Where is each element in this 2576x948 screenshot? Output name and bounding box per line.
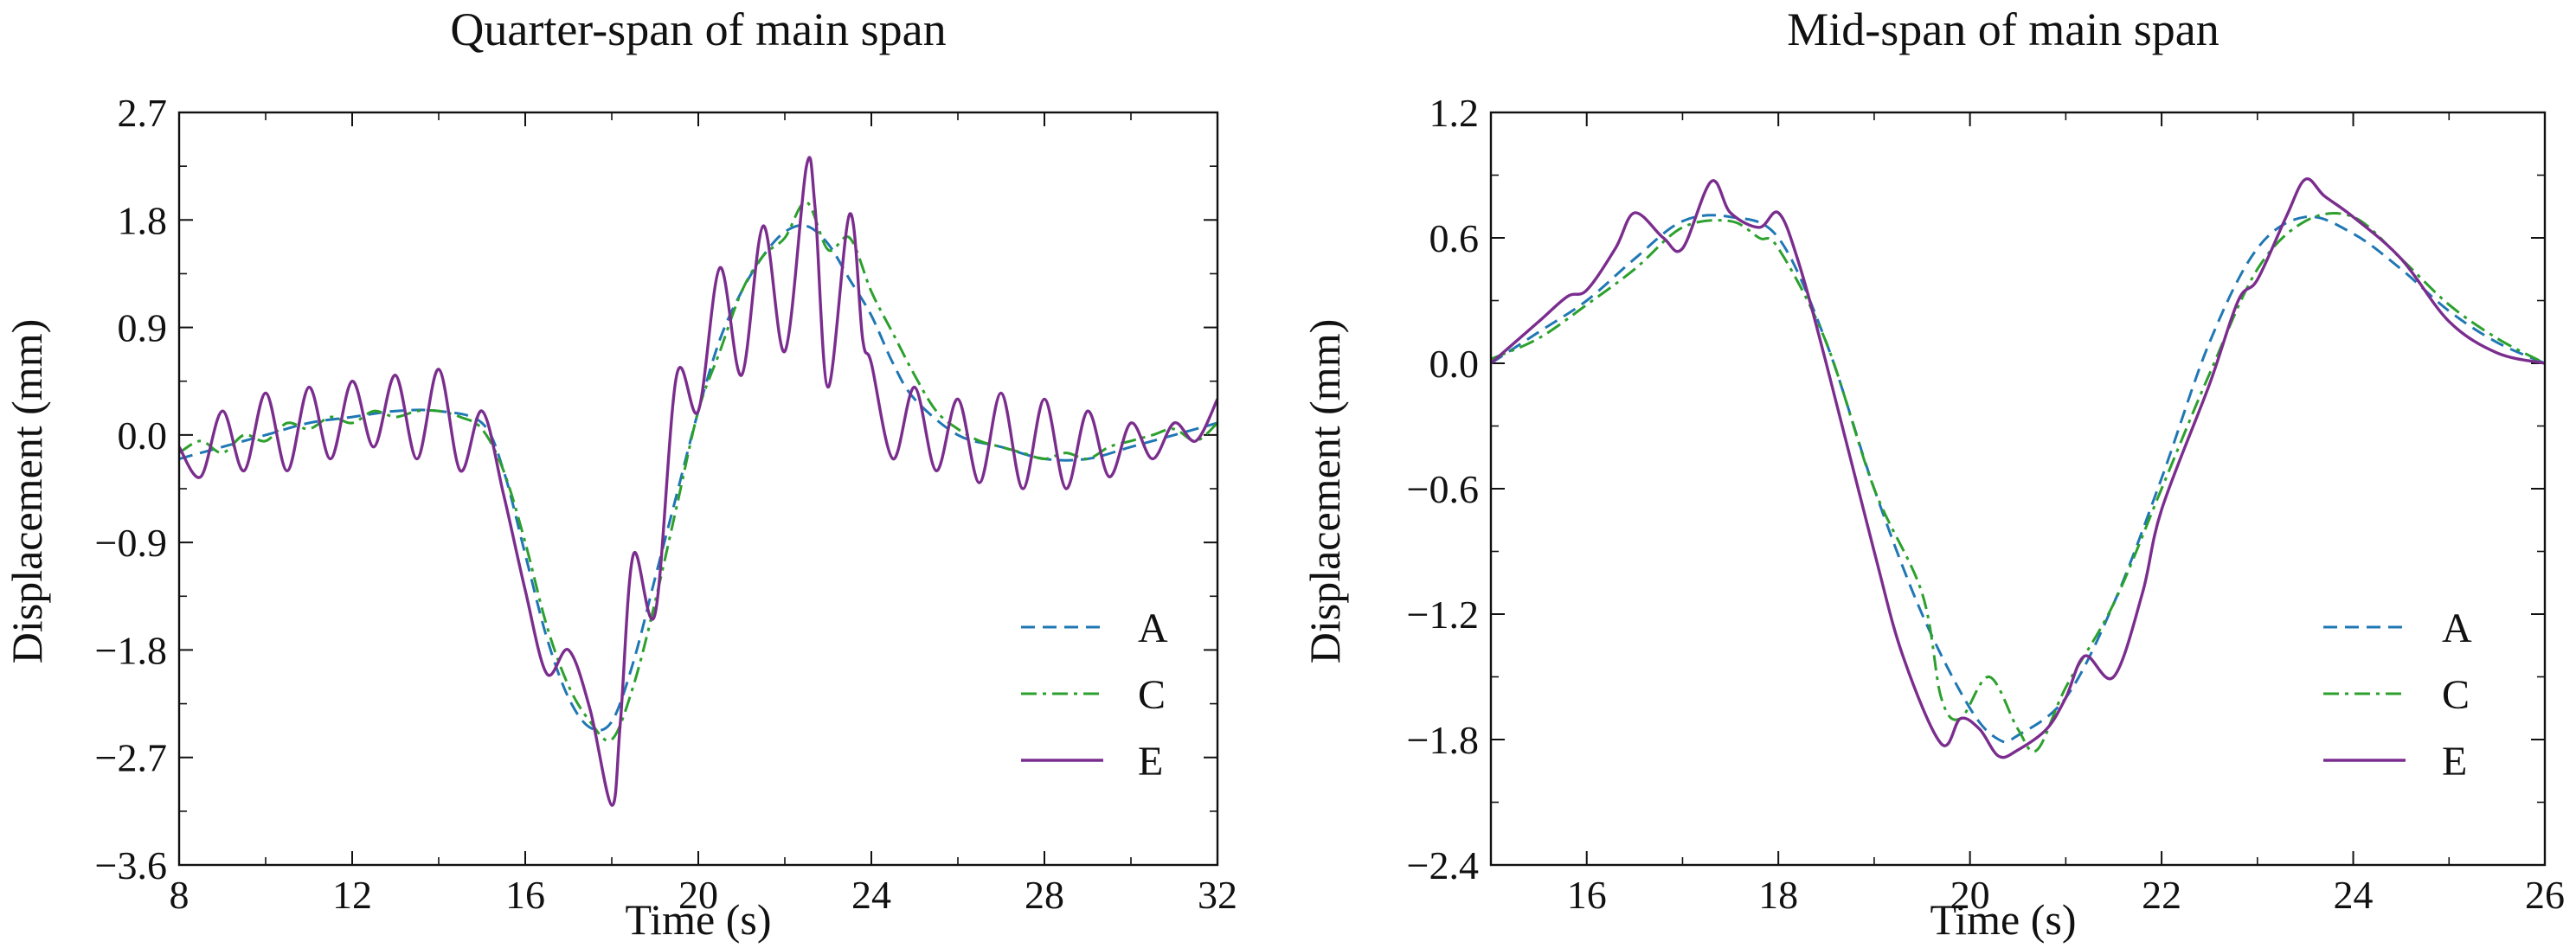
x-tick-label: 12 [332,873,372,917]
series-line-a [1491,214,2545,744]
x-tick-label: 16 [505,873,545,917]
x-axis-label: Time (s) [625,895,771,944]
legend-label-c: C [2442,672,2470,718]
y-tick-label: −3.6 [95,843,167,887]
x-tick-label: 18 [1758,873,1798,917]
x-tick-label: 22 [2142,873,2181,917]
y-axis-label: Displacement (mm) [3,319,51,664]
y-tick-label: 0.0 [118,413,168,458]
chart-title: Mid-span of main span [1787,3,2219,55]
y-tick-label: −0.9 [95,521,167,565]
x-axis-ticks: 16 18 20 22 24 26 [1490,112,2565,917]
y-tick-label: 0.0 [1429,342,1480,386]
plot-frame [177,111,1219,867]
y-tick-label: 0.9 [118,306,168,350]
y-axis-ticks: −2.4 −1.8 −1.2 −0.6 0.0 0.6 1.2 [1407,91,2545,887]
series-lines [1491,177,2545,759]
y-tick-label: −2.7 [95,736,167,780]
series-lines [179,156,1217,807]
x-tick-label: 24 [2334,873,2374,917]
legend-entry-e: E [1021,739,1163,785]
y-axis-ticks: −3.6 −2.7 −1.8 −0.9 0.0 0.9 1.8 2.7 [95,91,1217,887]
legend-label-c: C [1138,672,1166,718]
y-tick-label: −2.4 [1407,843,1479,887]
y-tick-label: −1.8 [1407,718,1479,762]
legend-entry-a: A [2323,605,2472,651]
legend-entry-c: C [1021,672,1166,718]
legend-label-a: A [1138,605,1168,651]
x-tick-label: 24 [851,873,891,917]
quarter-span-chart: Quarter-span of main span Time (s) Displ… [3,3,1237,944]
y-tick-label: −1.2 [1407,592,1479,637]
chart-title: Quarter-span of main span [450,3,946,55]
x-tick-label: 16 [1567,873,1607,917]
legend: A C E [2323,605,2472,785]
legend: A C E [1021,605,1168,785]
y-tick-label: 1.2 [1429,91,1480,135]
y-tick-label: 0.6 [1429,216,1480,260]
x-tick-label: 26 [2525,873,2565,917]
legend-entry-e: E [2323,739,2467,785]
legend-label-e: E [2442,739,2467,785]
y-axis-label: Displacement (mm) [1301,319,1349,664]
mid-span-chart: Mid-span of main span Time (s) Displacem… [1301,3,2565,944]
x-tick-label: 20 [1950,873,1990,917]
legend-entry-c: C [2323,672,2470,718]
x-tick-label: 32 [1198,873,1237,917]
series-line-c [179,201,1217,743]
legend-entry-a: A [1021,605,1168,651]
x-tick-label: 8 [170,873,190,917]
x-axis-ticks: 8 12 16 20 24 28 32 [170,112,1237,917]
y-tick-label: −1.8 [95,628,167,672]
plot-frame [1489,111,2547,867]
x-tick-label: 20 [678,873,718,917]
legend-label-e: E [1138,739,1163,785]
legend-label-a: A [2442,605,2472,651]
series-line-c [1491,212,2545,753]
y-tick-label: 2.7 [118,91,168,135]
series-line-e [179,156,1217,807]
x-axis-label: Time (s) [1930,895,2076,944]
y-tick-label: −0.6 [1407,467,1479,511]
series-line-e [1491,177,2545,759]
x-tick-label: 28 [1025,873,1064,917]
y-tick-label: 1.8 [118,198,168,242]
